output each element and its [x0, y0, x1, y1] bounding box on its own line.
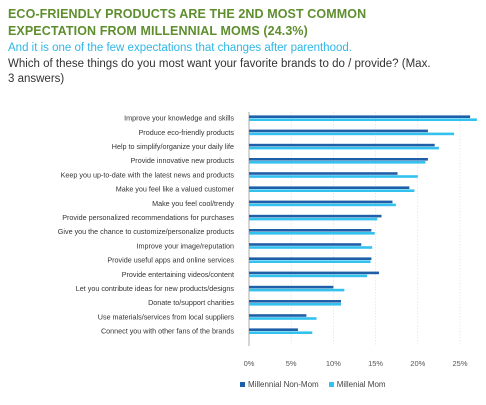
bar-mom	[249, 203, 396, 207]
x-tick-label: 25%	[452, 359, 467, 368]
category-label: Let you contribute ideas for new product…	[76, 284, 235, 293]
chart-legend: Millennial Non-Mom Millenial Mom	[240, 380, 396, 389]
bar-non-mom	[249, 214, 382, 218]
bar-mom	[249, 189, 415, 192]
category-label: Provide entertaining videos/content	[122, 270, 234, 279]
bar-mom	[249, 161, 426, 164]
bar-mom	[249, 118, 477, 121]
chart-title: ECO-FRIENDLY PRODUCTS ARE THE 2ND MOST C…	[8, 7, 367, 38]
category-label: Use materials/services from local suppli…	[98, 312, 235, 321]
bar-non-mom	[249, 186, 410, 189]
bar-non-mom	[249, 285, 334, 289]
category-label: Donate to/support charities	[148, 298, 234, 307]
category-label: Make you feel cool/trendy	[152, 199, 234, 208]
legend-item-mom: Millenial Mom	[328, 380, 386, 389]
category-label: Provide innovative new products	[131, 156, 235, 165]
bar-mom	[249, 303, 341, 306]
bar-non-mom	[249, 300, 341, 303]
bar-mom	[249, 217, 378, 221]
bar-mom	[249, 175, 418, 178]
x-tick-label: 15%	[368, 359, 383, 368]
category-label: Provide useful apps and online services	[107, 256, 234, 265]
bar-mom	[249, 146, 439, 150]
bar-mom	[249, 246, 373, 249]
x-tick-label: 0%	[244, 359, 255, 368]
bar-non-mom	[249, 143, 435, 147]
x-tick-label: 10%	[326, 359, 341, 368]
bar-mom	[249, 288, 345, 292]
bar-mom	[249, 260, 371, 263]
bar-non-mom	[249, 271, 379, 275]
survey-question: Which of these things do you most want y…	[8, 58, 431, 85]
category-label: Make you feel like a valued customer	[116, 185, 235, 194]
legend-label-non-mom: Millennial Non-Mom	[248, 380, 319, 389]
category-label: Produce eco-friendly products	[139, 128, 235, 137]
category-label: Help to simplify/organize your daily lif…	[112, 142, 234, 151]
legend-swatch-mom	[328, 382, 334, 387]
bar-mom	[249, 132, 455, 136]
bar-non-mom	[249, 129, 428, 133]
legend-item-non-mom: Millennial Non-Mom	[240, 380, 319, 389]
category-label: Keep you up-to-date with the latest news…	[61, 170, 235, 179]
bar-non-mom	[249, 314, 307, 317]
category-label: Improve your image/reputation	[137, 241, 234, 250]
category-label: Connect you with other fans of the brand…	[101, 327, 234, 336]
legend-swatch-non-mom	[240, 382, 245, 387]
bar-mom	[249, 274, 368, 278]
bar-non-mom	[249, 229, 372, 232]
bar-non-mom	[249, 158, 428, 161]
legend-label-mom: Millenial Mom	[336, 380, 386, 389]
bar-non-mom	[249, 172, 398, 175]
bar-non-mom	[249, 257, 372, 260]
bar-mom	[249, 331, 313, 334]
bar-non-mom	[249, 200, 393, 204]
category-label: Provide personalized recommendations for…	[62, 213, 234, 222]
bar-mom	[249, 317, 317, 320]
bar-mom	[249, 232, 375, 235]
x-tick-label: 20%	[410, 359, 425, 368]
bar-non-mom	[249, 115, 471, 118]
chart-subtitle: And it is one of the few expectations th…	[8, 42, 352, 54]
category-label: Improve your knowledge and skills	[124, 114, 234, 123]
category-label: Give you the chance to customize/persona…	[58, 227, 235, 236]
bar-non-mom	[249, 328, 298, 331]
bar-non-mom	[249, 243, 362, 246]
x-tick-label: 5%	[286, 359, 297, 368]
